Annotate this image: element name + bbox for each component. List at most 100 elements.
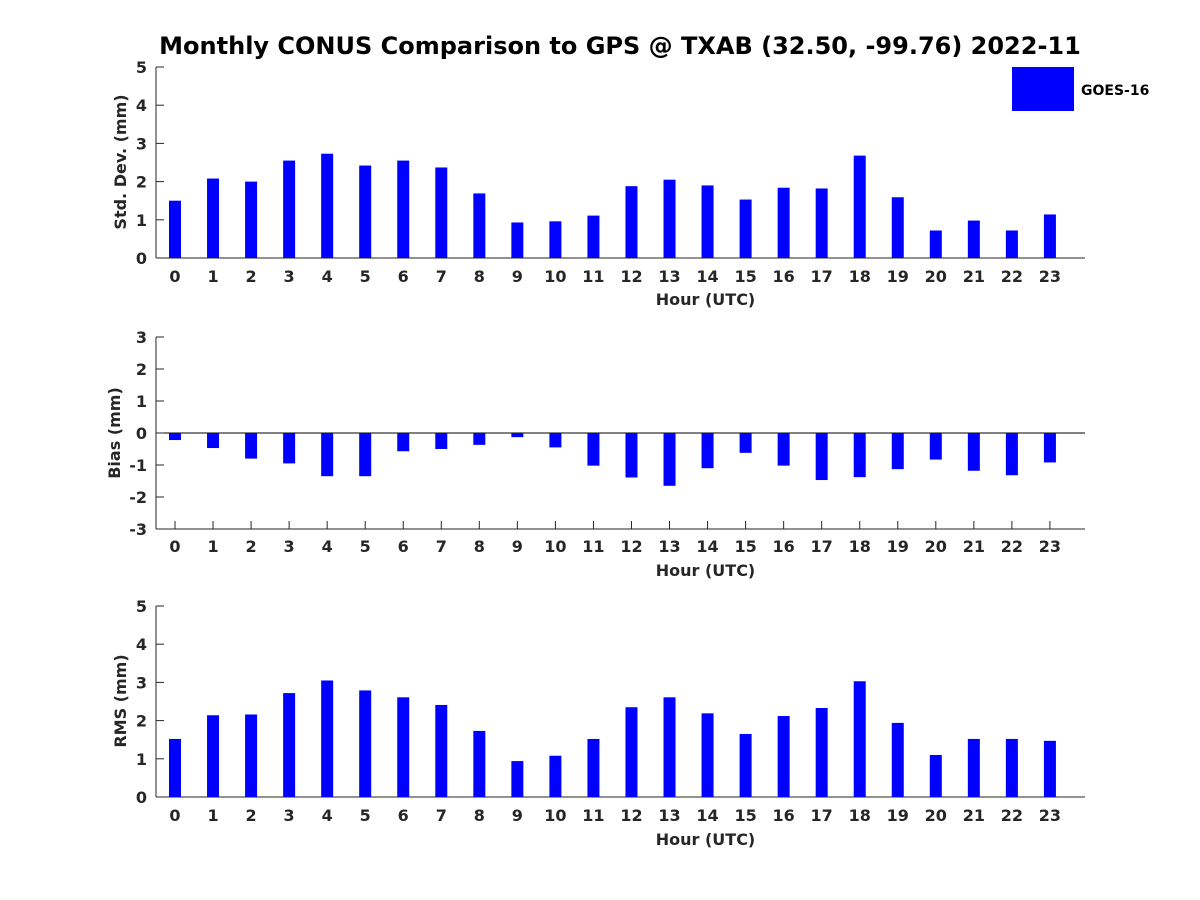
x-tick-label: 5 xyxy=(360,267,371,286)
legend-label: GOES-16 xyxy=(1081,83,1149,99)
x-tick-label: 21 xyxy=(963,267,985,286)
bar-hour-13 xyxy=(663,179,676,258)
y-tick-label: 4 xyxy=(136,635,147,654)
x-tick-label: 6 xyxy=(398,806,409,825)
bar-hour-21 xyxy=(967,433,980,471)
y-tick-label: 0 xyxy=(136,249,147,268)
x-tick-label: 5 xyxy=(360,537,371,556)
x-tick-label: 3 xyxy=(284,267,295,286)
bar-hour-11 xyxy=(587,215,600,258)
bar-hour-22 xyxy=(1005,230,1018,258)
x-tick-label: 13 xyxy=(658,806,680,825)
y-tick-label: -3 xyxy=(129,520,147,539)
bar-hour-7 xyxy=(435,167,448,258)
x-tick-label: 23 xyxy=(1039,806,1061,825)
bar-hour-9 xyxy=(511,433,524,438)
y-tick-label: 0 xyxy=(136,424,147,443)
x-tick-label: 17 xyxy=(811,267,833,286)
y-tick-label: 3 xyxy=(136,134,147,153)
y-tick-label: 5 xyxy=(136,597,147,616)
x-tick-label: 14 xyxy=(696,267,718,286)
x-tick-label: 3 xyxy=(284,806,295,825)
x-tick-label: 16 xyxy=(773,806,795,825)
x-tick-label: 4 xyxy=(322,267,333,286)
bar-hour-0 xyxy=(169,433,181,441)
bar-hour-19 xyxy=(891,722,904,797)
bar-hour-13 xyxy=(663,697,676,797)
bar-hour-2 xyxy=(245,181,258,258)
x-tick-label: 0 xyxy=(169,267,180,286)
bar-hour-10 xyxy=(549,221,562,258)
x-tick-label: 7 xyxy=(436,537,447,556)
x-tick-label: 1 xyxy=(207,806,218,825)
x-tick-label: 13 xyxy=(658,537,680,556)
legend-swatch xyxy=(1012,67,1074,111)
bar-hour-15 xyxy=(739,199,752,258)
x-tick-label: 22 xyxy=(1001,806,1023,825)
legend: GOES-16 xyxy=(1012,67,1149,111)
bar-hour-6 xyxy=(397,160,410,258)
bar-hour-16 xyxy=(777,716,790,797)
x-tick-label: 10 xyxy=(544,537,566,556)
x-tick-label: 21 xyxy=(963,806,985,825)
x-tick-label: 14 xyxy=(696,806,718,825)
bar-hour-13 xyxy=(663,433,676,486)
x-axis-label: Hour (UTC) xyxy=(656,290,756,309)
bar-hour-19 xyxy=(891,433,904,470)
x-tick-label: 14 xyxy=(696,537,718,556)
x-tick-label: 4 xyxy=(322,806,333,825)
bar-hour-11 xyxy=(587,433,600,466)
bar-hour-21 xyxy=(967,220,980,258)
bar-hour-10 xyxy=(549,755,562,797)
x-tick-label: 8 xyxy=(474,537,485,556)
y-tick-label: 3 xyxy=(136,673,147,692)
x-axis-label: Hour (UTC) xyxy=(656,830,756,849)
bar-hour-8 xyxy=(473,193,486,258)
x-tick-label: 1 xyxy=(207,267,218,286)
bar-hour-1 xyxy=(207,178,220,258)
chart-title: Monthly CONUS Comparison to GPS @ TXAB (… xyxy=(159,32,1081,60)
bar-hour-17 xyxy=(815,707,828,797)
bar-hour-0 xyxy=(169,738,181,797)
x-tick-label: 18 xyxy=(849,537,871,556)
bar-hour-18 xyxy=(853,155,866,258)
x-tick-label: 8 xyxy=(474,806,485,825)
bar-hour-7 xyxy=(435,433,448,449)
x-tick-label: 16 xyxy=(773,537,795,556)
x-tick-label: 21 xyxy=(963,537,985,556)
x-tick-label: 16 xyxy=(773,267,795,286)
bar-hour-20 xyxy=(929,433,942,460)
bar-hour-2 xyxy=(245,714,258,797)
x-tick-label: 11 xyxy=(582,267,604,286)
bar-hour-3 xyxy=(283,160,296,258)
x-tick-label: 9 xyxy=(512,537,523,556)
x-tick-label: 12 xyxy=(620,537,642,556)
bar-hour-20 xyxy=(929,754,942,797)
bar-hour-5 xyxy=(359,165,372,258)
bar-hour-23 xyxy=(1043,214,1056,258)
x-tick-label: 5 xyxy=(360,806,371,825)
bar-hour-9 xyxy=(511,761,524,797)
x-tick-label: 6 xyxy=(398,537,409,556)
x-tick-label: 10 xyxy=(544,267,566,286)
bar-hour-18 xyxy=(853,433,866,478)
y-axis-label: Bias (mm) xyxy=(105,387,124,479)
bar-hour-4 xyxy=(321,680,334,797)
x-tick-label: 10 xyxy=(544,806,566,825)
x-tick-label: 19 xyxy=(887,806,909,825)
x-tick-label: 12 xyxy=(620,806,642,825)
bar-hour-22 xyxy=(1005,738,1018,797)
x-tick-label: 11 xyxy=(582,806,604,825)
y-tick-label: 0 xyxy=(136,788,147,807)
x-tick-label: 23 xyxy=(1039,537,1061,556)
y-tick-label: 2 xyxy=(136,360,147,379)
x-tick-label: 13 xyxy=(658,267,680,286)
bar-hour-2 xyxy=(245,433,258,459)
x-tick-label: 2 xyxy=(246,806,257,825)
bar-hour-0 xyxy=(169,200,181,258)
bar-hour-8 xyxy=(473,433,486,445)
y-tick-label: 2 xyxy=(136,712,147,731)
